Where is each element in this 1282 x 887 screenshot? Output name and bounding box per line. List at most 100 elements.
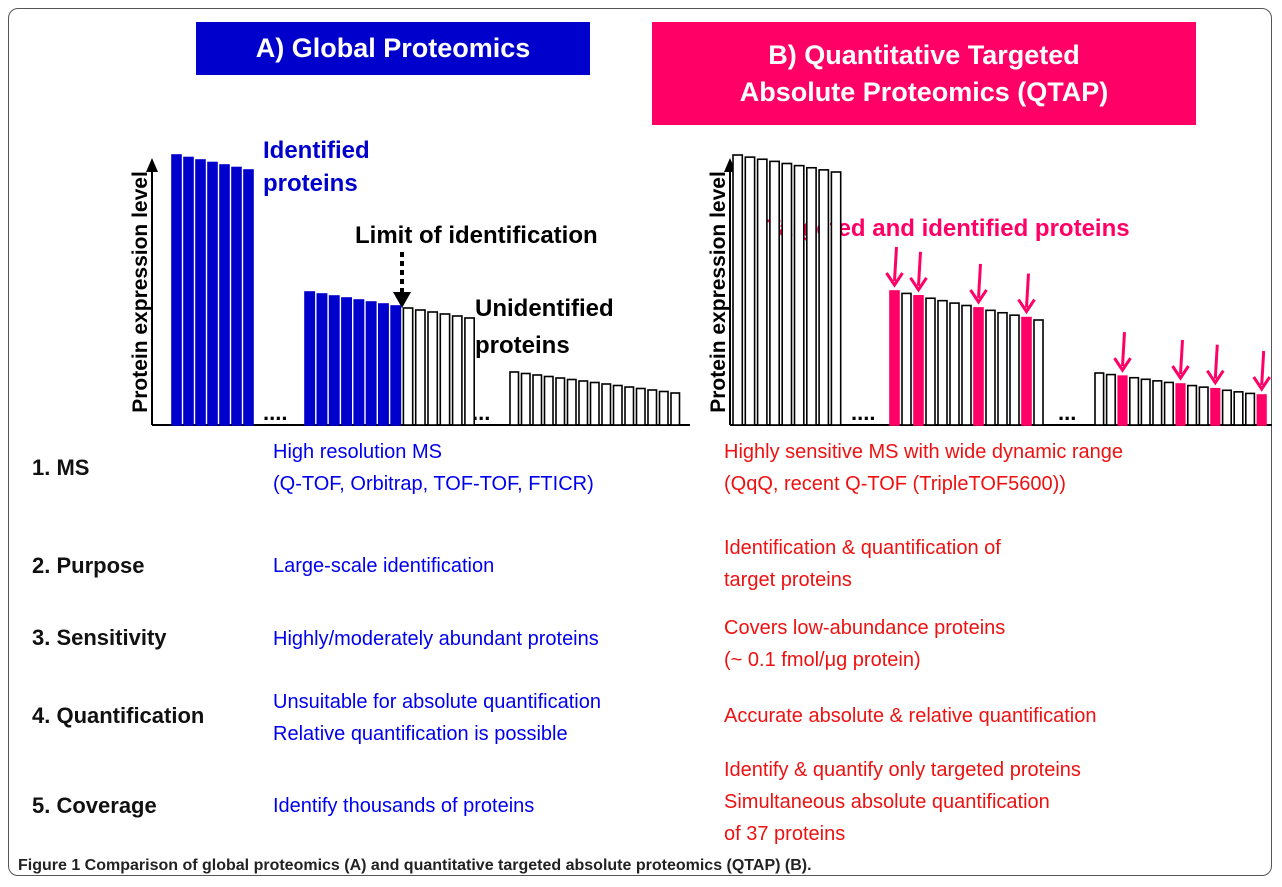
bar <box>1256 394 1267 426</box>
bar <box>566 378 577 426</box>
target-arrowhead <box>969 289 988 305</box>
target-arrow <box>1025 273 1030 308</box>
bar <box>183 156 194 426</box>
bar <box>365 301 377 426</box>
bar <box>1009 314 1020 426</box>
bar <box>818 169 830 426</box>
qtap-text: Identify & quantify only targeted protei… <box>724 759 1081 781</box>
bar <box>427 311 439 426</box>
bar <box>961 304 972 426</box>
global-text: Unsuitable for absolute quantification <box>273 691 601 713</box>
ellipsis: .... <box>851 400 875 425</box>
y-axis-label: Protein expression level <box>129 171 152 413</box>
target-arrowhead <box>1171 365 1190 381</box>
bar <box>207 161 218 426</box>
global-text: High resolution MS <box>273 441 442 463</box>
qtap-text: Identification & quantification of <box>724 537 1001 559</box>
bar <box>520 372 531 426</box>
qtap-text: target proteins <box>724 569 852 591</box>
ellipsis: .... <box>263 400 287 425</box>
qtap-text: of 37 proteins <box>724 823 846 845</box>
bar <box>402 307 414 426</box>
qtap-text: (~ 0.1 fmol/μg protein) <box>724 649 921 671</box>
bar <box>805 166 817 426</box>
bar <box>658 390 669 426</box>
row-label: 3. Sensitivity <box>32 625 167 650</box>
figure-frame <box>8 8 1272 876</box>
bar <box>793 164 805 426</box>
bar <box>439 313 451 426</box>
bar <box>1175 383 1186 426</box>
target-arrowhead <box>1113 357 1132 373</box>
global-text: Relative quantification is possible <box>273 723 568 745</box>
bar <box>624 386 635 426</box>
target-arrowhead <box>885 272 904 288</box>
panel-b-title: B) Quantitative Targeted <box>768 40 1080 71</box>
global-text: Identify thousands of proteins <box>273 795 535 817</box>
bar <box>328 295 340 426</box>
bar <box>1094 372 1105 426</box>
bar <box>985 309 996 426</box>
target-arrowhead <box>1252 376 1271 392</box>
qtap-text: Covers low-abundance proteins <box>724 617 1006 639</box>
target-arrow <box>1213 344 1219 379</box>
ellipsis: ... <box>472 400 490 425</box>
bar <box>1245 392 1256 426</box>
global-text: Highly/moderately abundant proteins <box>273 628 599 650</box>
bar <box>973 307 984 426</box>
bar <box>1021 316 1032 426</box>
bar <box>901 292 912 426</box>
bar <box>949 302 960 426</box>
target-arrow <box>917 251 922 286</box>
target-arrow <box>893 246 898 282</box>
bar <box>756 158 768 426</box>
bar <box>589 381 600 426</box>
bar <box>195 159 206 426</box>
target-arrow <box>1260 350 1266 386</box>
global-text: (Q-TOF, Orbitrap, TOF-TOF, FTICR) <box>273 473 594 495</box>
bar <box>647 389 658 426</box>
bar <box>316 293 328 426</box>
annotation: proteins <box>263 170 358 197</box>
qtap-text: (QqQ, recent Q-TOF (TripleTOF5600)) <box>724 473 1066 495</box>
bar <box>601 383 612 426</box>
row-label: 2. Purpose <box>32 553 145 578</box>
bar <box>732 154 744 426</box>
bar <box>1140 378 1151 426</box>
target-arrowhead <box>909 277 928 293</box>
bar <box>451 315 463 426</box>
panel-b-title: Absolute Proteomics (QTAP) <box>739 76 1109 107</box>
bar <box>390 305 402 426</box>
row-label: 1. MS <box>32 455 90 480</box>
qtap-text: Accurate absolute & relative quantificat… <box>724 705 1097 727</box>
bar <box>1117 375 1128 426</box>
panel-b-title-box: B) Quantitative Targeted Absolute Proteo… <box>652 22 1196 125</box>
target-arrowhead <box>1017 298 1036 315</box>
bar <box>464 317 475 426</box>
bar <box>532 374 543 426</box>
annotation: proteins <box>475 332 570 359</box>
bar <box>304 291 316 426</box>
bar <box>578 380 589 426</box>
y-axis-label: Protein expression level <box>707 171 730 413</box>
bar <box>341 297 352 426</box>
bar <box>889 290 900 426</box>
ellipsis: ... <box>1058 400 1076 425</box>
bar <box>830 171 842 426</box>
target-arrow <box>1121 332 1126 367</box>
bar <box>1221 389 1232 426</box>
bar <box>377 303 389 426</box>
bar <box>744 156 756 426</box>
bar <box>1129 376 1140 426</box>
bar <box>1033 319 1044 426</box>
target-arrow <box>977 263 982 299</box>
bar <box>937 299 948 426</box>
ellipses: .... ... .... ... <box>263 400 1076 425</box>
bar <box>670 392 681 426</box>
bar <box>555 377 566 426</box>
annotation: Identified <box>263 137 370 164</box>
bar <box>1105 373 1116 426</box>
bar <box>997 311 1008 426</box>
